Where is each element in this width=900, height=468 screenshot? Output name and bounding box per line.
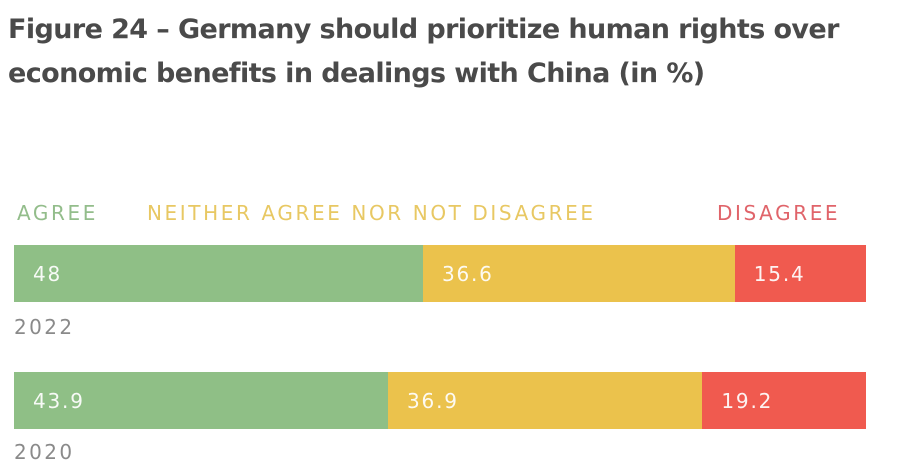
data-label-neither-2022: 36.6 bbox=[441, 261, 494, 286]
bar-row-2020: 43.9 36.9 19.2 bbox=[14, 372, 866, 429]
data-label-agree-2020: 43.9 bbox=[33, 388, 85, 413]
data-label-agree-2022: 48 bbox=[33, 261, 63, 286]
data-label-disagree-2022: 15.4 bbox=[753, 261, 806, 286]
data-label-neither-2020: 36.9 bbox=[407, 388, 459, 413]
legend-item-agree: AGREE bbox=[17, 201, 98, 225]
legend-item-neither: NEITHER AGREE NOR NOT DISAGREE bbox=[147, 201, 596, 225]
bar-segment-agree-2022: 48 bbox=[14, 245, 423, 302]
bar-segment-agree-2020: 43.9 bbox=[14, 372, 389, 429]
bar-segment-disagree-2022: 15.4 bbox=[734, 245, 866, 302]
bar-segment-neither-2020: 36.9 bbox=[388, 372, 703, 429]
data-label-disagree-2020: 19.2 bbox=[721, 388, 774, 413]
bar-segment-disagree-2020: 19.2 bbox=[702, 372, 866, 429]
bar-segment-neither-2022: 36.6 bbox=[422, 245, 735, 302]
category-label-2022: 2022 bbox=[14, 315, 75, 339]
chart-title: Figure 24 – Germany should prioritize hu… bbox=[8, 14, 839, 89]
bar-row-2022: 48 36.6 15.4 bbox=[14, 245, 866, 302]
legend-item-disagree: DISAGREE bbox=[717, 201, 841, 225]
category-label-2020: 2020 bbox=[14, 440, 75, 464]
